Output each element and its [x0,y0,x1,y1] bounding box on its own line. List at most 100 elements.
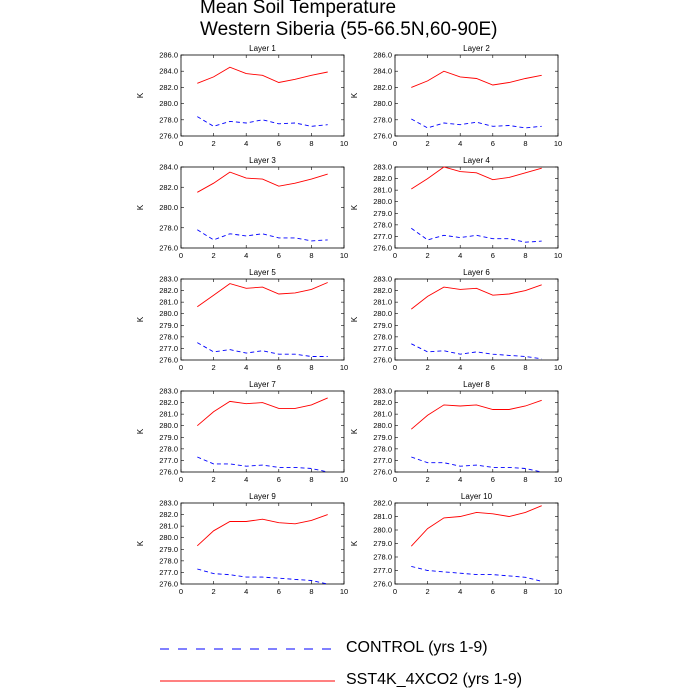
x-tick-label: 4 [458,587,462,596]
y-tick-label: 281.0 [373,512,392,521]
y-tick-label: 281.0 [159,298,178,307]
y-tick-label: 277.0 [373,456,392,465]
panel-title: Layer 10 [461,492,493,501]
plot-frame [180,390,345,473]
series-line-sst4k [411,284,542,310]
y-tick-label: 282.0 [159,286,178,295]
x-tick-label: 8 [309,363,313,372]
y-axis-label: K [136,540,145,546]
plot-frame [180,54,345,137]
plot-frame [394,278,559,361]
panel-1: Layer 1 K 0 2 4 6 8 10 276.0 278.0 280.0 282.0 284.0… [136,44,348,148]
y-tick-label: 277.0 [159,344,178,353]
x-tick-label: 6 [491,475,495,484]
y-tick-label: 278.0 [373,553,392,562]
y-tick-label: 281.0 [159,522,178,531]
x-tick-label: 8 [309,587,313,596]
x-tick-label: 6 [277,475,281,484]
series-line-sst4k [411,70,542,88]
y-tick-label: 283.0 [159,387,178,396]
x-tick-label: 10 [554,475,562,484]
x-tick-label: 8 [523,251,527,260]
y-tick-label: 283.0 [159,499,178,508]
y-tick-label: 278.0 [159,556,178,565]
y-axis-label: K [350,92,359,98]
y-axis-label: K [136,204,145,210]
series-line-control [411,456,542,473]
panel-2: Layer 2 K 0 2 4 6 8 10 276.0 278.0 280.0 282.0 284.0… [350,44,562,148]
panel-title: Layer 8 [463,380,490,389]
y-tick-label: 283.0 [159,275,178,284]
x-tick-label: 6 [491,363,495,372]
x-tick-label: 10 [554,251,562,260]
panel-10: Layer 10 K 0 2 4 6 8 10 276.0 277.0 278.0 279.0 280.… [350,492,562,596]
x-tick-label: 6 [491,139,495,148]
y-tick-label: 276.0 [373,468,392,477]
x-tick-label: 2 [426,251,430,260]
x-tick-label: 4 [244,363,248,372]
x-tick-label: 10 [340,363,348,372]
y-tick-label: 280.0 [159,421,178,430]
y-tick-label: 282.0 [373,83,392,92]
y-tick-label: 286.0 [159,51,178,60]
panel-title: Layer 1 [249,44,276,53]
y-tick-label: 282.0 [159,183,178,192]
x-tick-label: 2 [212,363,216,372]
panel-4: Layer 4 K 0 2 4 6 8 10 276.0 277.0 278.0 279.0 280.0… [350,156,562,260]
y-tick-label: 280.0 [373,526,392,535]
y-tick-label: 279.0 [159,321,178,330]
panel-title: Layer 9 [249,492,276,501]
panel-9: Layer 9 K 0 2 4 6 8 10 276.0 277.0 278.0 279.0 280.0… [136,492,348,596]
x-tick-label: 8 [523,587,527,596]
x-tick-label: 4 [244,475,248,484]
y-tick-label: 277.0 [159,568,178,577]
x-tick-label: 2 [212,587,216,596]
series-line-control [197,568,328,585]
x-tick-label: 0 [393,139,397,148]
y-axis-label: K [136,92,145,98]
x-tick-label: 8 [309,139,313,148]
x-tick-label: 2 [212,475,216,484]
panel-title: Layer 3 [249,156,276,165]
panel-8: Layer 8 K 0 2 4 6 8 10 276.0 277.0 278.0 279.0 280.0… [350,380,562,484]
y-tick-label: 279.0 [159,545,178,554]
panel-7: Layer 7 K 0 2 4 6 8 10 276.0 277.0 278.0 279.0 280.0… [136,380,348,484]
y-tick-label: 284.0 [159,67,178,76]
x-tick-label: 6 [491,587,495,596]
y-tick-label: 277.0 [373,344,392,353]
x-tick-label: 8 [523,475,527,484]
series-line-sst4k [411,399,542,430]
x-tick-label: 8 [523,363,527,372]
plot-frame [394,502,559,585]
series-line-sst4k [197,66,328,84]
y-tick-label: 282.0 [373,398,392,407]
series-line-sst4k [197,282,328,308]
panel-title: Layer 2 [463,44,490,53]
x-tick-label: 8 [309,475,313,484]
y-tick-label: 282.0 [159,83,178,92]
y-axis-label: K [136,316,145,322]
x-tick-label: 2 [426,363,430,372]
x-tick-label: 2 [212,251,216,260]
plot-frame [394,54,559,137]
x-tick-label: 4 [244,251,248,260]
series-line-sst4k [197,171,328,193]
panel-6: Layer 6 K 0 2 4 6 8 10 276.0 277.0 278.0 279.0 280.0… [350,268,562,372]
x-tick-label: 4 [458,475,462,484]
y-tick-label: 280.0 [159,99,178,108]
series-line-control [411,565,542,582]
series-line-control [197,116,328,127]
y-tick-label: 276.0 [373,580,392,589]
y-tick-label: 281.0 [373,298,392,307]
y-tick-label: 279.0 [373,433,392,442]
y-tick-label: 280.0 [373,309,392,318]
series-line-sst4k [196,514,328,547]
y-tick-label: 278.0 [373,115,392,124]
x-tick-label: 0 [179,363,183,372]
x-tick-label: 10 [340,139,348,148]
plot-frame [394,390,559,473]
y-tick-label: 283.0 [373,275,392,284]
x-tick-label: 0 [179,251,183,260]
y-tick-label: 281.0 [373,186,392,195]
